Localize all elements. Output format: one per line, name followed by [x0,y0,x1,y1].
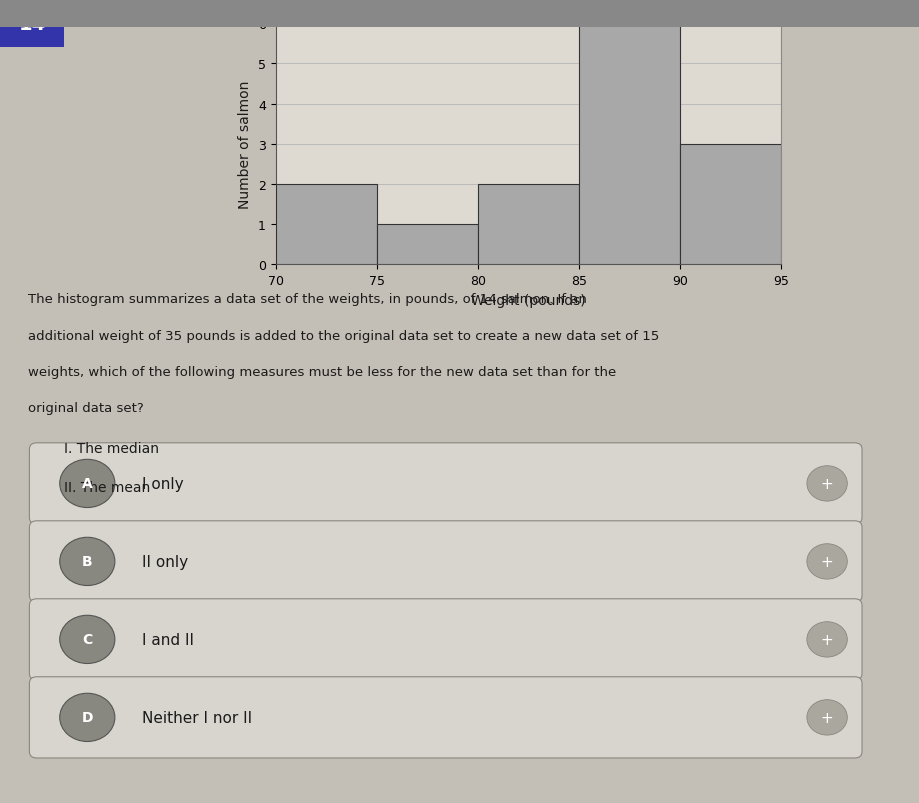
Text: +: + [821,554,834,569]
Text: I. The median: I. The median [64,442,159,455]
Bar [680,145,781,265]
Y-axis label: Number of salmon: Number of salmon [238,80,253,209]
Text: +: + [821,476,834,491]
Text: A: A [82,477,93,491]
Text: II. The mean: II. The mean [64,480,151,494]
Text: I and II: I and II [142,632,195,647]
Text: D: D [82,711,93,724]
Text: The histogram summarizes a data set of the weights, in pounds, of 14 salmon. If : The histogram summarizes a data set of t… [28,293,586,306]
X-axis label: Weight (pounds): Weight (pounds) [471,293,585,308]
Text: +: + [821,632,834,647]
Text: Neither I nor II: Neither I nor II [142,710,253,725]
Text: C: C [82,633,93,646]
Text: +: + [821,710,834,725]
Text: B: B [82,555,93,569]
Text: weights, which of the following measures must be less for the new data set than : weights, which of the following measures… [28,365,616,378]
Bar [276,185,377,265]
Text: original data set?: original data set? [28,402,143,414]
Bar [377,225,478,265]
Text: additional weight of 35 pounds is added to the original data set to create a new: additional weight of 35 pounds is added … [28,329,659,342]
Bar [579,24,680,265]
Bar [478,185,579,265]
Text: II only: II only [142,554,188,569]
Text: I only: I only [142,476,184,491]
Text: 14: 14 [18,14,46,34]
